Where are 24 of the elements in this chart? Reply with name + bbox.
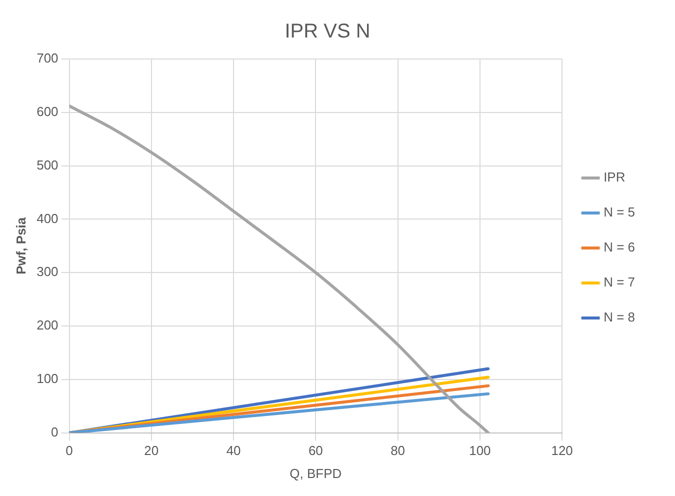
x-tick-label: 60 <box>308 443 323 458</box>
x-axis-title: Q, BFPD <box>290 466 342 481</box>
legend-label: N = 7 <box>604 274 636 290</box>
x-tick-label: 80 <box>390 443 406 458</box>
x-tick-label: 40 <box>226 443 241 458</box>
chart-title: IPR VS N <box>284 20 370 43</box>
x-tick-label: 0 <box>66 443 73 458</box>
y-tick-label: 100 <box>36 370 58 386</box>
y-tick-label: 500 <box>36 157 58 172</box>
y-tick-label: 400 <box>36 210 58 226</box>
y-tick-label: 700 <box>36 50 58 66</box>
y-axis-title: Pwf, Psia <box>13 216 28 274</box>
y-tick-label: 200 <box>36 318 58 333</box>
legend-label: IPR <box>604 170 626 185</box>
x-tick-label: 120 <box>551 443 573 458</box>
y-tick-label: 300 <box>36 264 58 280</box>
y-tick-label: 0 <box>51 424 58 440</box>
legend-label: N = 8 <box>604 310 636 325</box>
legend-label: N = 6 <box>604 240 636 255</box>
x-tick-label: 100 <box>469 443 491 458</box>
line-series <box>69 104 490 433</box>
y-tick-label: 600 <box>36 104 58 119</box>
legend-label: N = 5 <box>604 204 636 220</box>
x-tick-label: 20 <box>144 443 159 458</box>
